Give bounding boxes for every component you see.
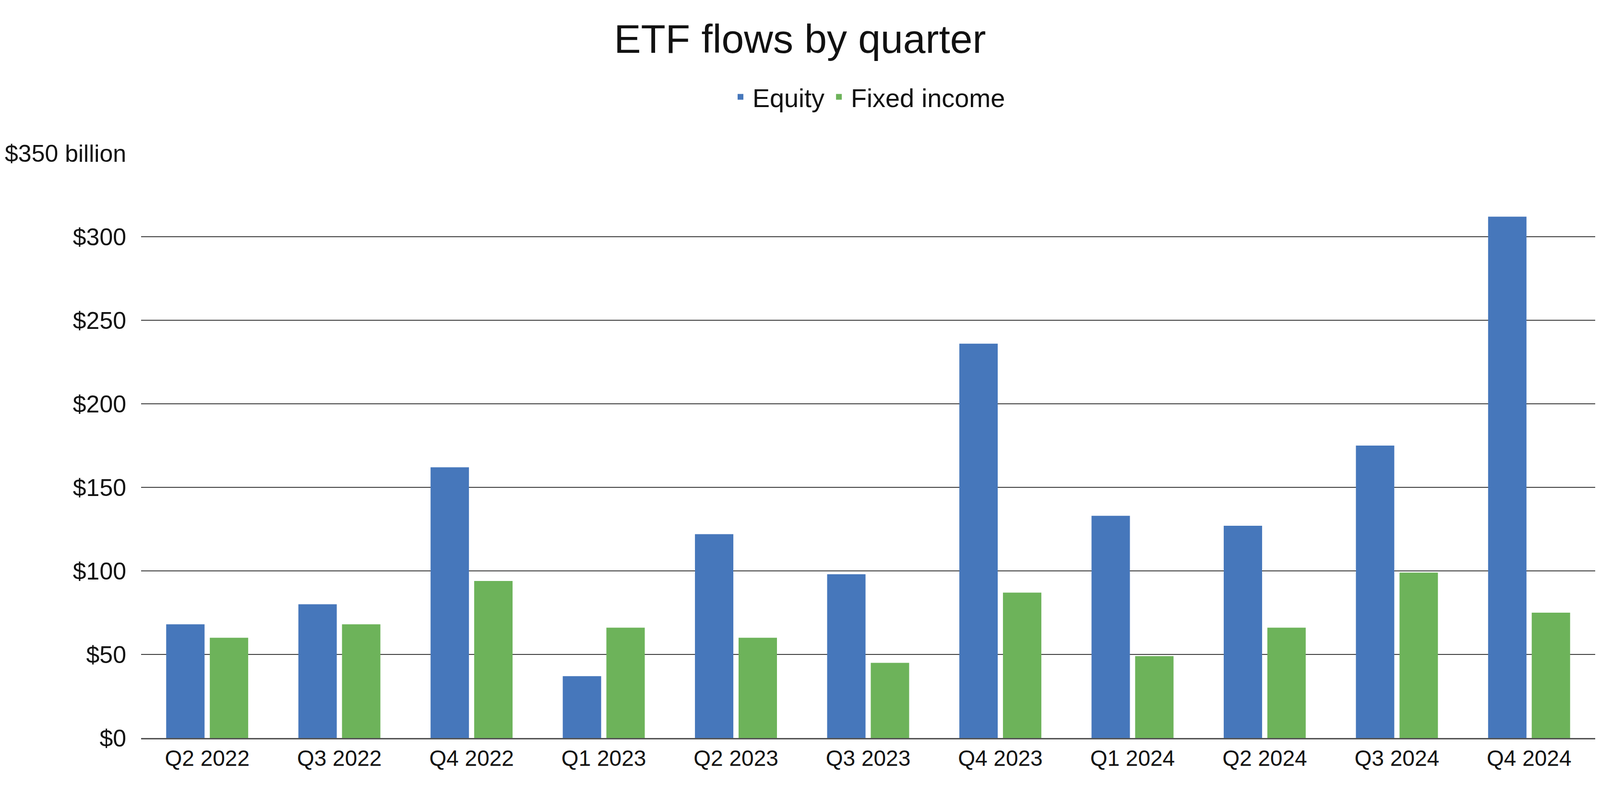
svg-text:Q4 2024: Q4 2024 <box>1486 745 1572 771</box>
svg-text:Q4 2023: Q4 2023 <box>957 745 1043 771</box>
svg-text:$50: $50 <box>86 641 127 669</box>
svg-text:Q3 2022: Q3 2022 <box>297 745 382 771</box>
svg-text:$350 billion: $350 billion <box>4 140 127 168</box>
svg-text:Q1 2023: Q1 2023 <box>561 745 646 771</box>
svg-text:Q2 2023: Q2 2023 <box>693 745 778 771</box>
svg-text:$300: $300 <box>72 223 127 251</box>
svg-text:Fixed income: Fixed income <box>850 83 1005 113</box>
svg-text:Q2 2022: Q2 2022 <box>164 745 250 771</box>
svg-text:$0: $0 <box>99 724 127 752</box>
svg-text:Q3 2024: Q3 2024 <box>1354 745 1440 771</box>
svg-text:Q3 2023: Q3 2023 <box>825 745 911 771</box>
svg-text:Equity: Equity <box>752 83 825 113</box>
svg-text:Q2 2024: Q2 2024 <box>1222 745 1307 771</box>
svg-text:$200: $200 <box>72 390 127 418</box>
svg-text:Q4 2022: Q4 2022 <box>429 745 514 771</box>
svg-text:Q1 2024: Q1 2024 <box>1090 745 1175 771</box>
svg-text:$250: $250 <box>72 307 127 335</box>
svg-text:ETF flows by quarter: ETF flows by quarter <box>614 16 987 62</box>
svg-text:$150: $150 <box>72 474 127 502</box>
svg-text:$100: $100 <box>72 557 127 585</box>
